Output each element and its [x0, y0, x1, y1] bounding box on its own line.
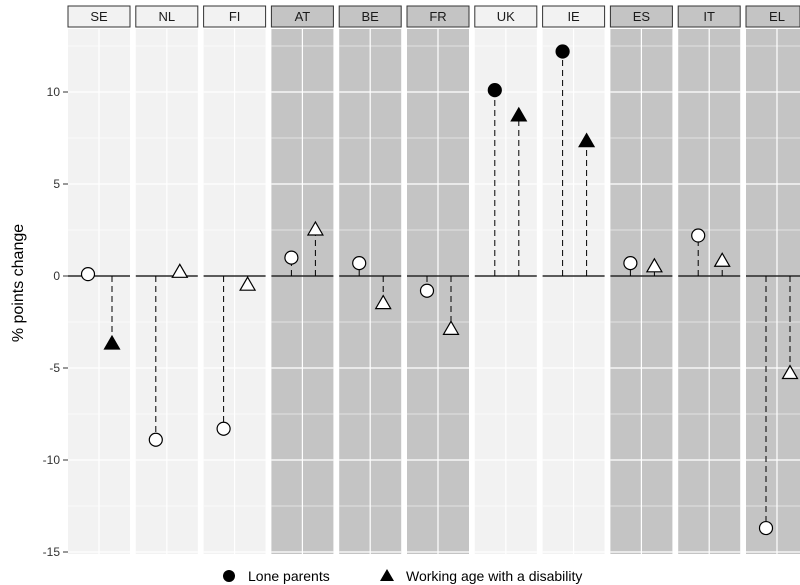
facet-strip: [270, 5, 334, 28]
point-disability-at: [306, 220, 324, 236]
legend-label-disability: Working age with a disability: [406, 568, 582, 584]
gridlines: [678, 29, 741, 554]
y-tick-label: -5: [49, 361, 60, 375]
point-lone-parents-se: [80, 267, 96, 282]
facet-label: ES: [633, 9, 651, 24]
y-tick-label: -10: [43, 453, 61, 467]
point-disability-nl: [171, 263, 189, 278]
point-lone-parents-el: [758, 520, 774, 536]
point-lone-parents-fi: [216, 421, 231, 436]
point-lone-parents-nl: [148, 432, 163, 447]
legend-marker-disability: [380, 569, 394, 581]
point-disability-el: [781, 364, 799, 380]
facet-panels: SE NL FI AT BE FR UK IE ES IT EL: [67, 5, 800, 554]
facet-se: SE: [67, 5, 131, 554]
facet-panel: [746, 29, 800, 554]
facet-el: EL: [745, 5, 800, 554]
gridlines: [339, 29, 402, 554]
facet-be: BE: [338, 5, 402, 554]
facet-es: ES: [609, 5, 673, 554]
facet-strip: [203, 5, 267, 28]
point-disability-se: [103, 334, 121, 350]
point-lone-parents-it: [691, 228, 706, 243]
facet-label: FI: [229, 9, 241, 24]
facet-nl: NL: [135, 5, 199, 554]
y-axis-title: % points change: [10, 224, 27, 342]
point-disability-ie: [578, 132, 596, 148]
point-lone-parents-ie: [555, 44, 570, 59]
facet-strip: [67, 5, 131, 28]
y-tick-label: -15: [43, 545, 61, 559]
facet-strip: [135, 5, 199, 28]
point-lone-parents-uk: [487, 83, 502, 98]
gridlines: [610, 29, 673, 554]
facet-label: FR: [429, 9, 446, 24]
point-disability-fr: [442, 320, 460, 335]
legend-label-lone-parents: Lone parents: [248, 568, 330, 584]
facet-strip: [542, 5, 606, 28]
facet-fi: FI: [203, 5, 267, 554]
legend: Lone parents Working age with a disabili…: [223, 568, 582, 584]
facet-ie: IE: [542, 5, 606, 554]
facet-label: UK: [497, 9, 515, 24]
point-disability-es: [645, 257, 663, 273]
facet-label: IE: [567, 9, 580, 24]
facet-uk: UK: [474, 5, 538, 554]
facet-strip: [406, 5, 470, 28]
facet-strip: [609, 5, 673, 28]
point-lone-parents-at: [284, 250, 299, 265]
facet-strip: [338, 5, 402, 28]
facet-strip: [474, 5, 538, 28]
facet-label: AT: [295, 9, 311, 24]
facet-it: IT: [677, 5, 741, 554]
facet-label: EL: [769, 9, 785, 24]
y-tick-label: 0: [53, 269, 60, 283]
facet-strip: [745, 5, 800, 28]
facet-fr: FR: [406, 5, 470, 554]
point-disability-fi: [239, 275, 257, 291]
facet-label: SE: [90, 9, 108, 24]
point-disability-be: [374, 294, 392, 310]
point-lone-parents-es: [623, 256, 638, 271]
legend-marker-lone-parents: [223, 570, 235, 582]
facet-strip: [677, 5, 741, 28]
facet-label: BE: [362, 9, 380, 24]
point-lone-parents-be: [352, 256, 367, 271]
y-axis: -15 -10 -5 0 5 10: [43, 85, 68, 559]
point-disability-uk: [510, 106, 528, 122]
point-lone-parents-fr: [419, 283, 435, 298]
facet-label: IT: [703, 9, 715, 24]
y-tick-label: 5: [53, 177, 60, 191]
facet-label: NL: [158, 9, 175, 24]
point-disability-it: [713, 252, 731, 267]
facet-at: AT: [270, 5, 334, 554]
y-tick-label: 10: [47, 85, 61, 99]
